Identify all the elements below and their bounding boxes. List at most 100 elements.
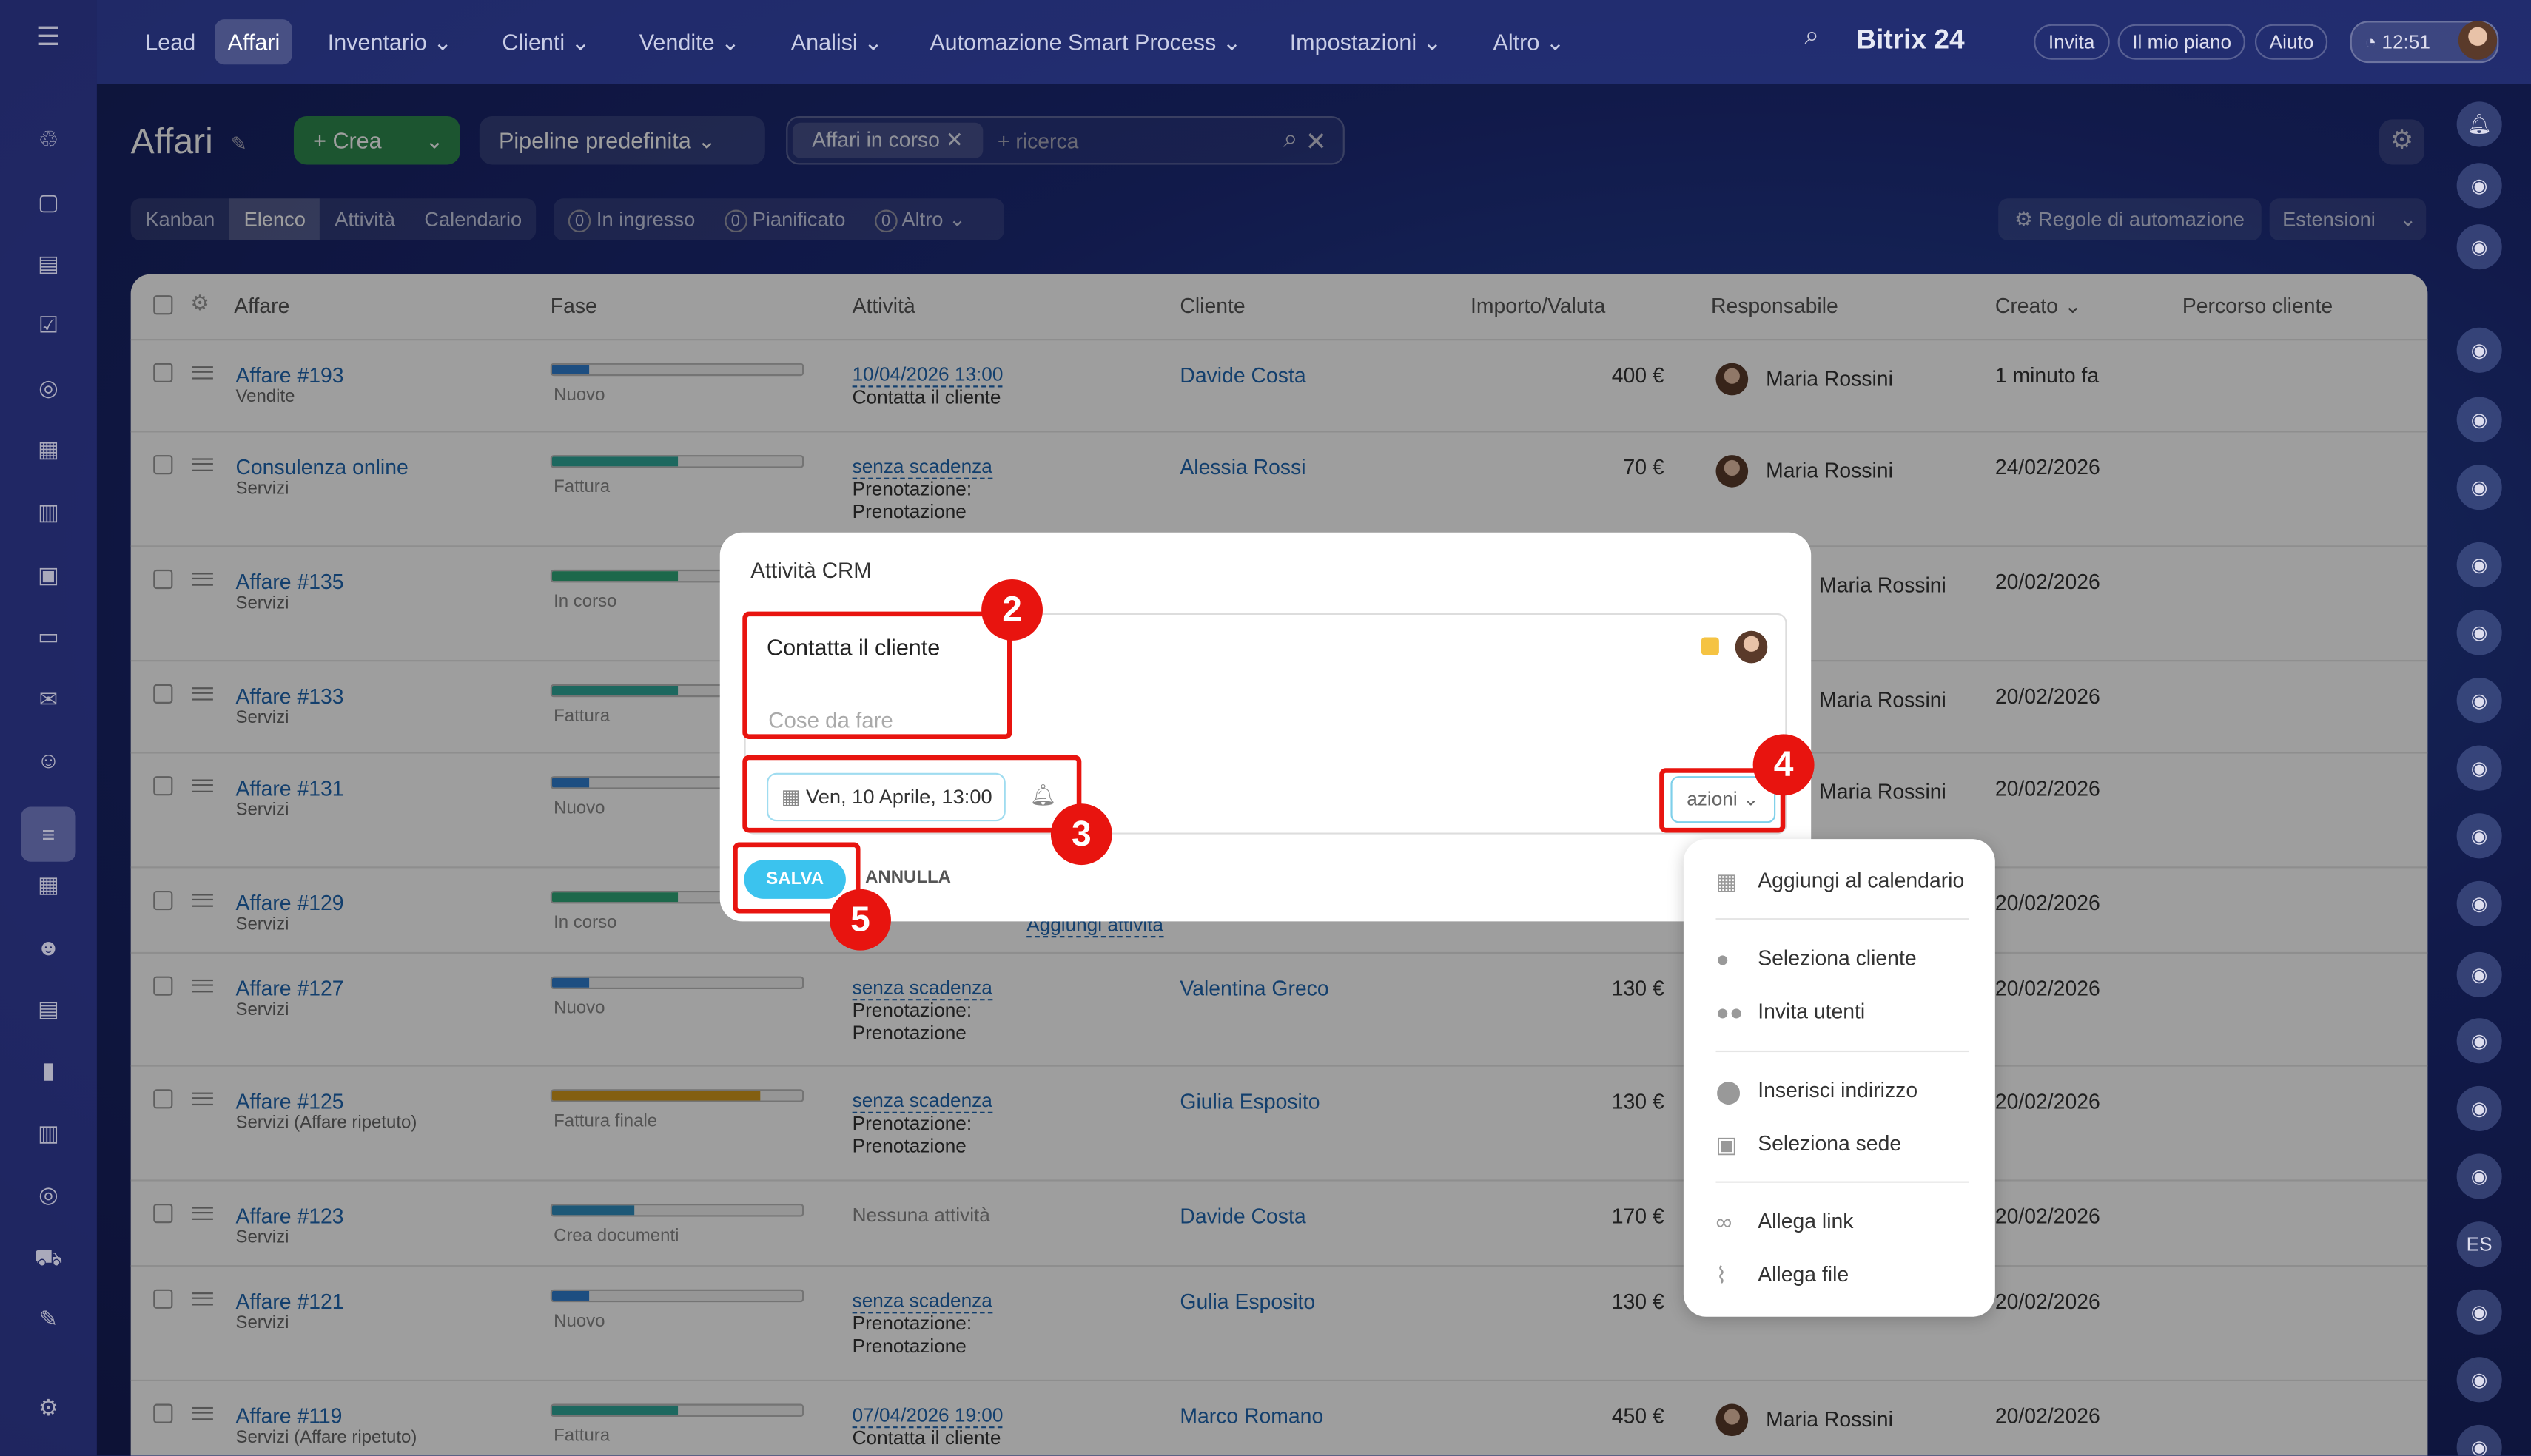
sidebar-app-icon[interactable]: ▤ [37, 250, 59, 276]
deal-link[interactable]: Affare #133 [235, 684, 344, 709]
activity-deadline[interactable]: senza scadenza [852, 455, 992, 479]
stage-progress[interactable] [550, 1289, 804, 1303]
stage-progress[interactable] [550, 363, 804, 377]
invite-button[interactable]: Invita [2034, 24, 2110, 60]
help-button[interactable]: Aiuto [2254, 24, 2328, 60]
filter-chip[interactable]: Affari in corso ✕ [792, 122, 983, 158]
nav-item[interactable]: Impostazioni ⌄ [1289, 29, 1442, 55]
client-link[interactable]: Gulia Esposito [1180, 1289, 1316, 1314]
drag-handle-icon[interactable] [192, 779, 213, 792]
deal-link[interactable]: Affare #127 [235, 976, 344, 1001]
responsible-link[interactable]: Maria Rossini [1766, 1406, 1893, 1432]
menu-item[interactable]: Allega link [1758, 1208, 1854, 1233]
deal-link[interactable]: Affare #123 [235, 1204, 344, 1228]
stage-progress[interactable] [550, 1089, 804, 1102]
sidebar-app-icon[interactable]: ⛟ [34, 1244, 63, 1270]
nav-item[interactable]: Automazione Smart Process ⌄ [930, 29, 1242, 55]
sidebar-app-icon[interactable]: ◎ [38, 374, 58, 400]
sidebar-app-icon[interactable]: ✉ [38, 685, 58, 712]
nav-item[interactable]: Clienti ⌄ [502, 29, 591, 55]
sidebar-app-icon[interactable]: ▦ [37, 871, 59, 897]
sidebar-app-icon[interactable]: ▣ [37, 562, 59, 587]
responsible-avatar[interactable] [1735, 630, 1768, 664]
activity-deadline[interactable]: senza scadenza [852, 1289, 992, 1314]
sidebar-app-icon[interactable]: ☻ [36, 934, 61, 960]
sidebar-app-icon[interactable]: ♲ [38, 126, 59, 152]
chevron-down-icon[interactable]: ⌄ [425, 127, 444, 154]
right-panel-icon[interactable]: ◉ [2456, 465, 2502, 510]
sidebar-app-icon[interactable]: ☑ [38, 311, 59, 337]
save-button[interactable]: SALVA [744, 860, 846, 899]
menu-item[interactable]: Seleziona cliente [1758, 946, 1917, 970]
right-panel-icon[interactable]: ◉ [2456, 1424, 2502, 1456]
row-checkbox[interactable] [153, 363, 173, 382]
priority-indicator[interactable] [1701, 637, 1719, 655]
client-link[interactable]: Giulia Esposito [1180, 1089, 1320, 1113]
deal-link[interactable]: Affare #135 [235, 569, 344, 594]
activity-deadline[interactable]: 10/04/2026 13:00 [852, 363, 1004, 388]
create-button[interactable]: + Crea ⌄ [293, 116, 460, 165]
responsible-link[interactable]: Maria Rossini [1766, 458, 1893, 483]
drag-handle-icon[interactable] [192, 366, 213, 380]
column-header[interactable]: Importo/Valuta [1470, 294, 1605, 318]
drag-handle-icon[interactable] [192, 894, 213, 907]
search-input[interactable]: + ricerca [997, 129, 1079, 154]
table-row[interactable]: Affare #127 Servizi Nuovo senza scadenza Pr… [130, 951, 2428, 1065]
subject-input[interactable]: Contatta il cliente [767, 634, 941, 661]
settings-icon[interactable]: ⚙ [38, 1394, 59, 1420]
nav-item[interactable]: Analisi ⌄ [790, 29, 883, 55]
sidebar-app-icon[interactable]: ◎ [38, 1181, 58, 1207]
sidebar-app-icon[interactable]: ▤ [37, 995, 59, 1022]
deal-link[interactable]: Affare #131 [235, 776, 344, 801]
drag-handle-icon[interactable] [192, 1292, 213, 1306]
row-checkbox[interactable] [153, 890, 173, 911]
sidebar-app-icon[interactable]: ▭ [37, 622, 59, 649]
sidebar-app-icon[interactable]: ▥ [37, 498, 59, 525]
drag-handle-icon[interactable] [192, 1406, 213, 1420]
column-header[interactable]: Percorso cliente [2182, 294, 2333, 318]
deal-link[interactable]: Affare #193 [235, 363, 344, 388]
deal-link[interactable]: Affare #119 [235, 1403, 343, 1429]
search-icon[interactable]: ⌕ [1283, 126, 1298, 154]
table-row[interactable]: Affare #121 Servizi Nuovo senza scadenza Pr… [130, 1264, 2428, 1380]
row-checkbox[interactable] [153, 1204, 173, 1224]
column-header[interactable]: Attività [853, 294, 915, 318]
menu-item[interactable]: Invita utenti [1758, 999, 1866, 1023]
sidebar-app-icon[interactable]: ▮ [42, 1056, 55, 1083]
column-header[interactable]: Creato ⌄ [1994, 293, 2082, 318]
row-checkbox[interactable] [153, 1403, 173, 1423]
client-link[interactable]: Davide Costa [1180, 1204, 1306, 1228]
description-input[interactable]: Cose da fare [768, 708, 893, 733]
view-tab[interactable]: Attività [335, 208, 396, 231]
row-checkbox[interactable] [153, 776, 173, 796]
menu-item[interactable]: Allega file [1758, 1261, 1849, 1287]
right-panel-icon[interactable]: ES [2456, 1221, 2502, 1267]
drag-handle-icon[interactable] [192, 1207, 213, 1220]
row-checkbox[interactable] [153, 1089, 173, 1109]
deal-link[interactable]: Affare #129 [235, 890, 344, 915]
right-panel-icon[interactable]: ◉ [2456, 163, 2502, 209]
deal-link[interactable]: Affare #125 [235, 1089, 344, 1113]
right-panel-icon[interactable]: ◉ [2456, 542, 2502, 587]
stage-progress[interactable] [550, 1204, 804, 1217]
search-bar[interactable]: Affari in corso ✕ + ricerca ⌕ ✕ [786, 116, 1345, 165]
stage-progress[interactable] [550, 455, 804, 468]
row-checkbox[interactable] [153, 976, 173, 996]
column-header[interactable]: Fase [551, 294, 597, 318]
activity-deadline[interactable]: 07/04/2026 19:00 [852, 1403, 1004, 1429]
menu-icon[interactable]: ☰ [36, 24, 61, 52]
nav-item[interactable]: Affari [215, 19, 293, 65]
responsible-link[interactable]: Maria Rossini [1766, 366, 1893, 391]
deal-link[interactable]: Consulenza online [235, 455, 409, 479]
right-panel-icon[interactable]: ◉ [2456, 1018, 2502, 1064]
counter-filter[interactable]: 0 Altro ⌄ [860, 198, 980, 240]
right-panel-icon[interactable]: ◉ [2456, 610, 2502, 655]
column-header[interactable]: Responsabile [1711, 294, 1838, 318]
pipeline-select[interactable]: Pipeline predefinita ⌄ [479, 116, 765, 165]
pin-icon[interactable]: ✎ [230, 132, 247, 155]
right-panel-icon[interactable]: ◉ [2456, 1357, 2502, 1403]
row-checkbox[interactable] [153, 1289, 173, 1309]
menu-item[interactable]: Aggiungi al calendario [1758, 868, 1965, 893]
column-header[interactable]: Affare [234, 294, 289, 318]
drag-handle-icon[interactable] [192, 1092, 213, 1106]
